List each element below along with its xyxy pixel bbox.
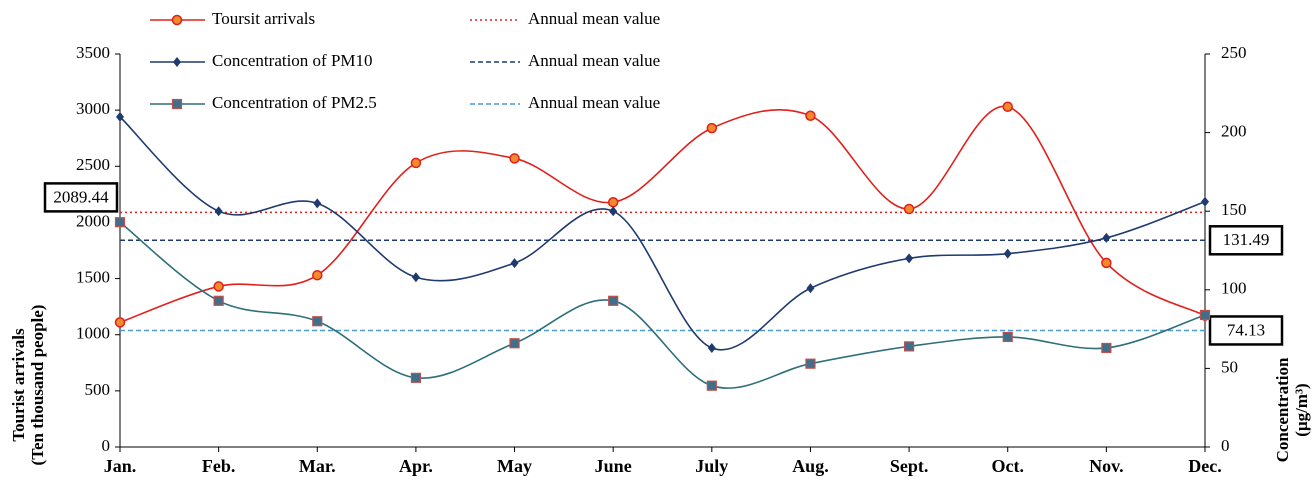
y-tick-label: 500 — [85, 380, 111, 399]
series-line — [119, 116, 1206, 351]
legend-label: Concentration of PM2.5 — [212, 93, 377, 112]
y2-axis-title: (μg/m³) — [1292, 383, 1311, 436]
y2-axis-title: Concentration — [1273, 357, 1292, 462]
x-tick-label: Nov. — [1089, 456, 1124, 476]
point — [312, 269, 323, 281]
point — [410, 157, 422, 169]
point — [410, 372, 422, 383]
x-tick-label: Mar. — [299, 456, 336, 476]
legend-label: Annual mean value — [528, 93, 660, 112]
mean-label: 131.49 — [1223, 230, 1270, 249]
x-tick-label: Sept. — [890, 456, 929, 476]
series-line — [119, 105, 1206, 324]
x-tick-label: June — [595, 456, 632, 476]
series-line — [119, 221, 1206, 389]
y2-tick-label: 100 — [1221, 279, 1247, 298]
legend-label: Concentration of PM10 — [212, 51, 373, 70]
x-tick-label: May — [497, 456, 532, 476]
legend-marker — [173, 57, 181, 67]
x-tick-label: Jan. — [104, 456, 137, 476]
legend-marker — [171, 14, 183, 26]
point — [116, 111, 124, 122]
point — [805, 110, 816, 122]
y-tick-label: 1000 — [76, 324, 110, 343]
y-axis-title: (Ten thousand people) — [28, 305, 47, 466]
x-tick-label: Apr. — [399, 456, 433, 476]
point — [706, 122, 718, 134]
y2-tick-label: 150 — [1221, 200, 1247, 219]
legend-label: Annual mean value — [528, 9, 660, 28]
point — [707, 342, 716, 353]
point — [1101, 257, 1112, 269]
point — [607, 196, 619, 208]
y-tick-label: 2000 — [76, 211, 110, 230]
point — [114, 217, 126, 228]
y-axis-title: Tourist arrivals — [9, 328, 28, 442]
point — [510, 258, 519, 269]
point — [114, 317, 126, 328]
point — [903, 341, 915, 352]
mean-label: 74.13 — [1227, 320, 1265, 339]
point — [1199, 309, 1211, 321]
x-tick-label: Aug. — [792, 456, 829, 476]
point — [1201, 196, 1209, 207]
legend-marker — [171, 98, 183, 110]
y-tick-label: 2500 — [76, 155, 110, 174]
point — [609, 206, 618, 217]
y2-tick-label: 50 — [1221, 357, 1238, 376]
point — [1002, 101, 1013, 113]
point — [1003, 248, 1012, 259]
mean-label-box — [1208, 315, 1284, 346]
point — [806, 283, 815, 294]
legend-label: Toursit arrivals — [212, 9, 315, 28]
point — [214, 206, 223, 217]
point — [313, 198, 322, 209]
point — [905, 253, 914, 264]
x-tick-label: Oct. — [991, 456, 1023, 476]
point — [213, 295, 224, 306]
y-tick-label: 1500 — [76, 267, 110, 286]
mean-label-box — [43, 182, 119, 213]
point — [411, 272, 420, 283]
point — [213, 281, 224, 292]
point — [706, 380, 717, 391]
point — [1002, 331, 1013, 343]
y2-tick-label: 250 — [1221, 43, 1247, 62]
y-tick-label: 3000 — [76, 99, 110, 118]
point — [312, 316, 323, 327]
point — [1101, 342, 1112, 354]
x-tick-label: Feb. — [202, 456, 236, 476]
point — [509, 153, 520, 164]
y2-tick-label: 200 — [1221, 122, 1247, 141]
point — [608, 295, 619, 306]
legend-label: Annual mean value — [528, 51, 660, 70]
y2-tick-label: 0 — [1221, 436, 1230, 455]
x-tick-label: July — [695, 456, 728, 476]
point — [1102, 232, 1111, 243]
y-tick-label: 0 — [102, 436, 111, 455]
x-tick-label: Dec. — [1188, 456, 1221, 476]
point — [903, 203, 915, 215]
y-tick-label: 3500 — [76, 43, 110, 62]
mean-label-box — [1208, 225, 1284, 256]
point — [805, 358, 816, 369]
point — [509, 338, 520, 349]
mean-label: 2089.44 — [53, 187, 109, 206]
